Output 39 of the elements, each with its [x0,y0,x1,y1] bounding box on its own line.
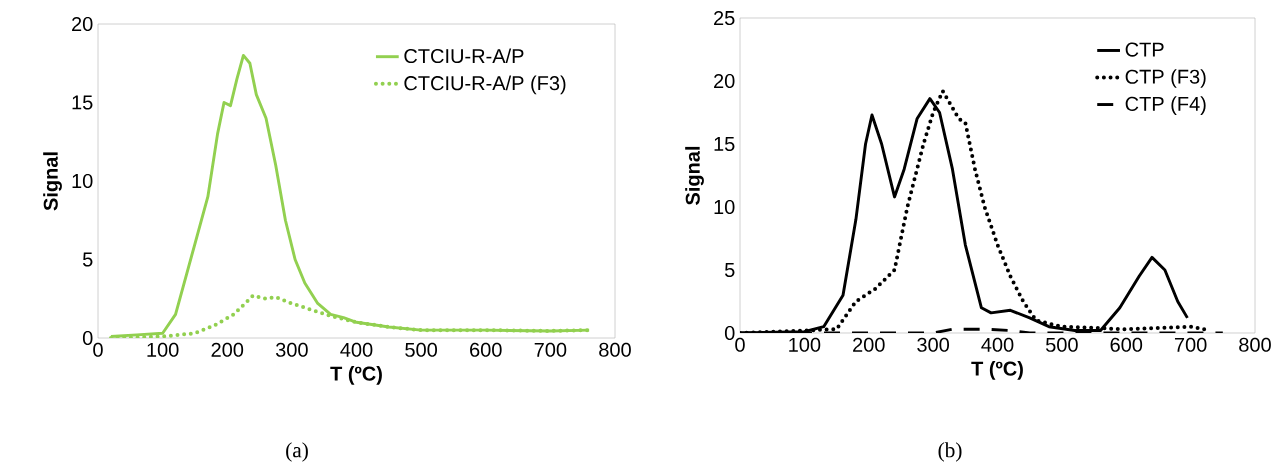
y-tick-label: 5 [82,252,93,267]
x-tick-label: 600 [1110,337,1143,352]
y-tick-label: 10 [714,199,735,215]
x-tick-label: 200 [211,342,244,357]
x-tick-label: 200 [853,337,885,352]
x-tick-label: 400 [340,342,373,357]
x-tick-label: 700 [1174,337,1207,352]
x-tick-label: 0 [93,342,103,357]
y-axis-title: Signal [685,146,704,205]
legend-label: CTP (F3) [1125,69,1206,88]
x-tick-label: 800 [599,342,631,357]
text: (b) [938,442,962,462]
x-tick-label: 600 [470,342,502,357]
x-tick-label: 400 [981,337,1014,352]
x-tick-label: 0 [735,337,745,352]
x-axis-title: T (ºC) [971,361,1023,380]
y-tick-label: 15 [714,137,735,151]
y-tick-label: 0 [724,325,735,341]
x-tick-label: 300 [275,342,308,357]
x-tick-label: 800 [1239,337,1271,352]
y-tick-label: 15 [72,95,93,110]
x-tick-label: 700 [534,342,567,357]
x-tick-label: 500 [1045,337,1078,352]
y-tick-label: 10 [72,173,93,189]
x-tick-label: 100 [789,337,821,352]
y-tick-label: 20 [714,73,735,89]
y-axis-title: Signal [43,152,62,211]
y-tick-label: 25 [714,10,735,26]
y-tick-label: 5 [724,263,735,277]
x-tick-label: 300 [917,337,950,352]
y-tick-label: 20 [72,16,93,32]
legend-label: CTCIU-R-A/P (F3) [404,75,566,95]
legend-label: CTCIU-R-A/P [404,48,524,64]
x-axis-title: T (ºC) [330,366,382,385]
x-tick-label: 100 [147,342,179,357]
legend-label: CTP [1125,42,1164,57]
text: (a) [286,442,308,462]
x-tick-label: 500 [405,342,438,357]
legend-label: CTP (F4) [1125,96,1206,115]
